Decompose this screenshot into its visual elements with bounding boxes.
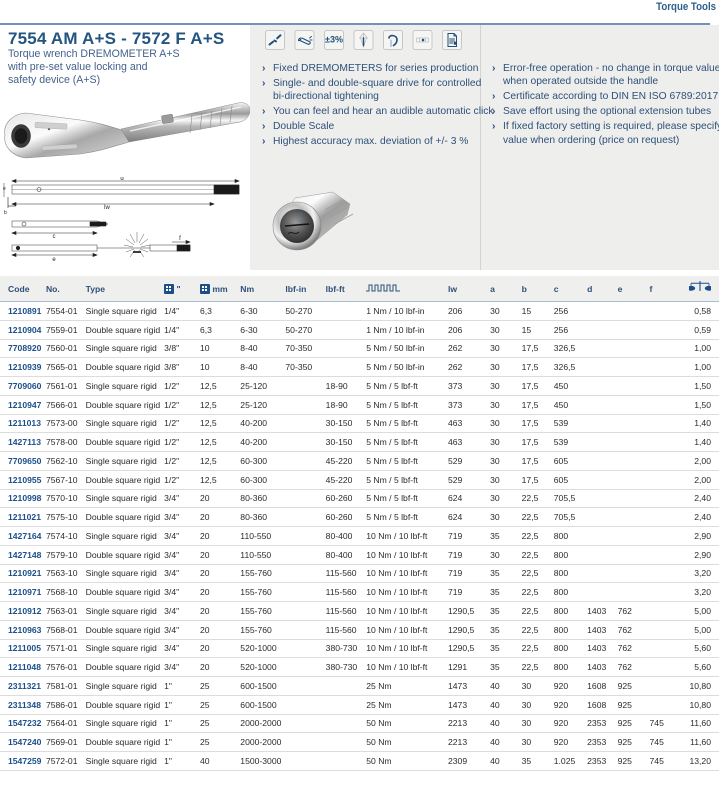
svg-text:f: f [179,236,181,242]
svg-text:d: d [120,177,123,182]
svg-text:e: e [3,186,6,192]
svg-text:b: b [4,210,7,216]
svg-text:c: c [53,234,56,240]
svg-text:±3%: ±3% [325,35,343,45]
svg-text:lw: lw [104,205,110,211]
svg-text:e: e [52,257,56,262]
